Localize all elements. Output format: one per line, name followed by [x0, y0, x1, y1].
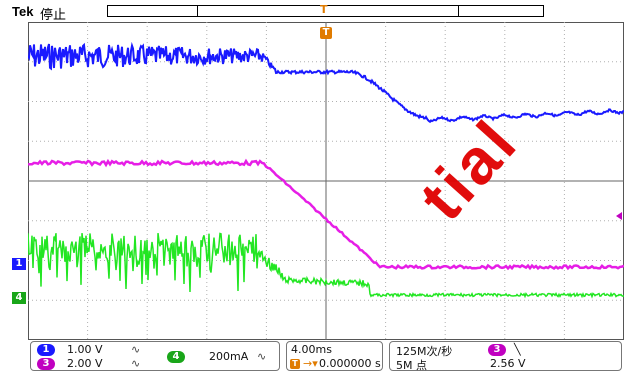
- waveform-svg: [28, 22, 624, 340]
- horizontal-scale: 4.00ms: [291, 343, 332, 356]
- delay-arrow-icon: →▾: [303, 357, 318, 370]
- timebase-readout-box[interactable]: 4.00ms T →▾ 0.000000 s: [286, 341, 383, 371]
- trigger-position-marker[interactable]: T: [320, 3, 328, 16]
- record-view-window[interactable]: [197, 5, 459, 17]
- ch1-coupling-icon: ∿: [131, 343, 141, 356]
- ch1-waveform: [28, 41, 624, 124]
- ch4-badge[interactable]: 4: [167, 351, 185, 363]
- ch4-waveform: [28, 232, 624, 299]
- ch4-offset-marker[interactable]: 4: [12, 292, 26, 304]
- acquisition-status: 停止: [40, 8, 67, 23]
- ch3-coupling-icon: ∿: [131, 357, 141, 370]
- brand-label: Tek: [12, 4, 34, 19]
- sample-rate: 125M次/秒: [396, 345, 453, 358]
- ch4-scale: 200mA: [209, 350, 249, 363]
- channel-readout-box[interactable]: 1 1.00 V ∿ 3 2.00 V ∿ 4 200mA ∿: [30, 341, 280, 371]
- acquisition-readout-box[interactable]: 125M次/秒 5M 点 3 ╲ 2.56 V: [389, 341, 622, 372]
- ch1-badge[interactable]: 1: [37, 344, 55, 356]
- ch3-waveform: [28, 158, 624, 271]
- trigger-delay-icon: T: [290, 359, 300, 369]
- ch3-scale: 2.00 V: [67, 357, 103, 370]
- trigger-position: 0.000000 s: [319, 357, 381, 370]
- trigger-level: 2.56 V: [490, 357, 526, 370]
- record-length: 5M 点: [396, 359, 427, 372]
- ch3-badge[interactable]: 3: [37, 358, 55, 370]
- trigger-slope-icon: ╲: [514, 343, 521, 356]
- trigger-level-arrow-icon[interactable]: [616, 212, 622, 220]
- ch4-coupling-icon: ∿: [257, 350, 267, 363]
- waveform-display[interactable]: [28, 22, 624, 340]
- trigger-source-badge[interactable]: 3: [488, 344, 506, 356]
- title-bar: Tek 停止 T: [0, 0, 628, 23]
- graticule: [28, 22, 624, 340]
- readout-bar: [0, 341, 628, 374]
- trigger-time-marker-icon[interactable]: T: [320, 27, 332, 39]
- waveforms: [28, 41, 624, 299]
- ch1-offset-marker[interactable]: 1: [12, 258, 26, 270]
- ch1-scale: 1.00 V: [67, 343, 103, 356]
